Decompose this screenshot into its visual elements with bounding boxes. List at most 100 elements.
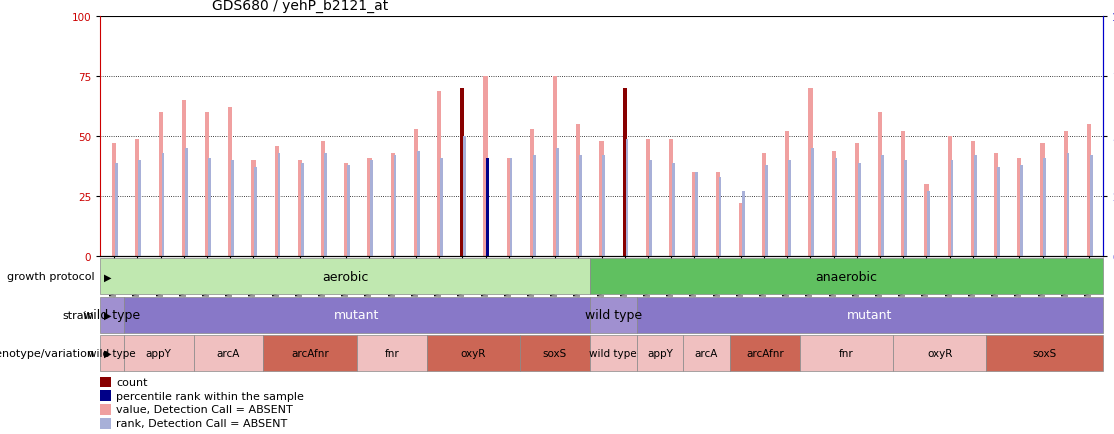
Text: aerobic: aerobic (322, 270, 369, 283)
Bar (834, 158, 838, 256)
Bar (1089, 156, 1093, 256)
Bar (986, 335, 1103, 371)
Bar (100, 335, 124, 371)
Bar (927, 192, 930, 256)
Text: strain: strain (62, 310, 95, 320)
Text: GDS680 / yehP_b2121_at: GDS680 / yehP_b2121_at (212, 0, 388, 13)
Text: mutant: mutant (334, 309, 380, 321)
Bar (925, 185, 929, 256)
Bar (881, 156, 883, 256)
Bar (520, 335, 590, 371)
Bar (994, 154, 998, 256)
Bar (683, 335, 730, 371)
Text: wild type: wild type (585, 309, 642, 321)
Bar (1020, 166, 1023, 256)
Bar (205, 113, 209, 256)
Bar (893, 335, 986, 371)
Bar (100, 404, 111, 415)
Bar (695, 173, 698, 256)
Bar (427, 335, 520, 371)
Bar (356, 335, 427, 371)
Bar (185, 149, 187, 256)
Text: soxS: soxS (543, 348, 567, 358)
Text: wild type: wild type (84, 309, 140, 321)
Text: arcA: arcA (217, 348, 241, 358)
Bar (228, 108, 233, 256)
Text: arcA: arcA (695, 348, 719, 358)
Bar (670, 139, 673, 256)
Bar (440, 158, 442, 256)
Text: oxyR: oxyR (460, 348, 486, 358)
Bar (636, 297, 1103, 333)
Text: value, Detection Call = ABSENT: value, Detection Call = ABSENT (116, 404, 293, 414)
Text: appY: appY (647, 348, 673, 358)
Text: genotype/variation: genotype/variation (0, 348, 95, 358)
Bar (878, 113, 882, 256)
Text: wild type: wild type (88, 348, 136, 358)
Bar (739, 204, 743, 256)
Bar (788, 161, 791, 256)
Bar (231, 161, 234, 256)
Bar (115, 163, 118, 256)
Bar (901, 132, 906, 256)
Text: ▶: ▶ (104, 348, 111, 358)
Text: mutant: mutant (847, 309, 892, 321)
Bar (509, 158, 512, 256)
Bar (100, 418, 111, 429)
Bar (417, 151, 420, 256)
Text: count: count (116, 377, 148, 387)
Bar (324, 154, 326, 256)
Bar (626, 139, 628, 256)
Bar (1067, 154, 1069, 256)
Text: oxyR: oxyR (927, 348, 952, 358)
Bar (715, 173, 720, 256)
Bar (672, 163, 675, 256)
Bar (579, 156, 582, 256)
Bar (556, 149, 559, 256)
Text: fnr: fnr (839, 348, 853, 358)
Bar (252, 161, 255, 256)
Text: growth protocol: growth protocol (7, 272, 95, 282)
Bar (158, 113, 163, 256)
Bar (162, 154, 164, 256)
Text: ▶: ▶ (104, 272, 111, 282)
Bar (646, 139, 651, 256)
Text: percentile rank within the sample: percentile rank within the sample (116, 391, 304, 401)
Bar (321, 142, 325, 256)
Bar (370, 161, 373, 256)
Bar (636, 335, 683, 371)
Bar (948, 137, 951, 256)
Text: fnr: fnr (384, 348, 399, 358)
Text: wild type: wild type (589, 348, 637, 358)
Bar (553, 77, 557, 256)
Bar (730, 335, 800, 371)
Bar (623, 89, 627, 256)
Bar (135, 139, 139, 256)
Bar (974, 156, 977, 256)
Bar (182, 101, 186, 256)
Bar (1064, 132, 1068, 256)
Bar (905, 161, 907, 256)
Bar (413, 130, 418, 256)
Bar (100, 391, 111, 401)
Bar (576, 125, 580, 256)
Bar (765, 166, 768, 256)
Bar (348, 166, 350, 256)
Bar (590, 259, 1103, 295)
Bar (100, 297, 124, 333)
Bar (997, 168, 999, 256)
Bar (264, 335, 356, 371)
Bar (1087, 125, 1091, 256)
Bar (487, 158, 489, 256)
Text: anaerobic: anaerobic (815, 270, 878, 283)
Bar (391, 154, 394, 256)
Bar (648, 161, 652, 256)
Bar (368, 158, 372, 256)
Bar (344, 163, 349, 256)
Bar (194, 335, 264, 371)
Bar (437, 92, 441, 256)
Bar (800, 335, 893, 371)
Bar (393, 156, 397, 256)
Text: soxS: soxS (1033, 348, 1057, 358)
Bar (463, 137, 466, 256)
